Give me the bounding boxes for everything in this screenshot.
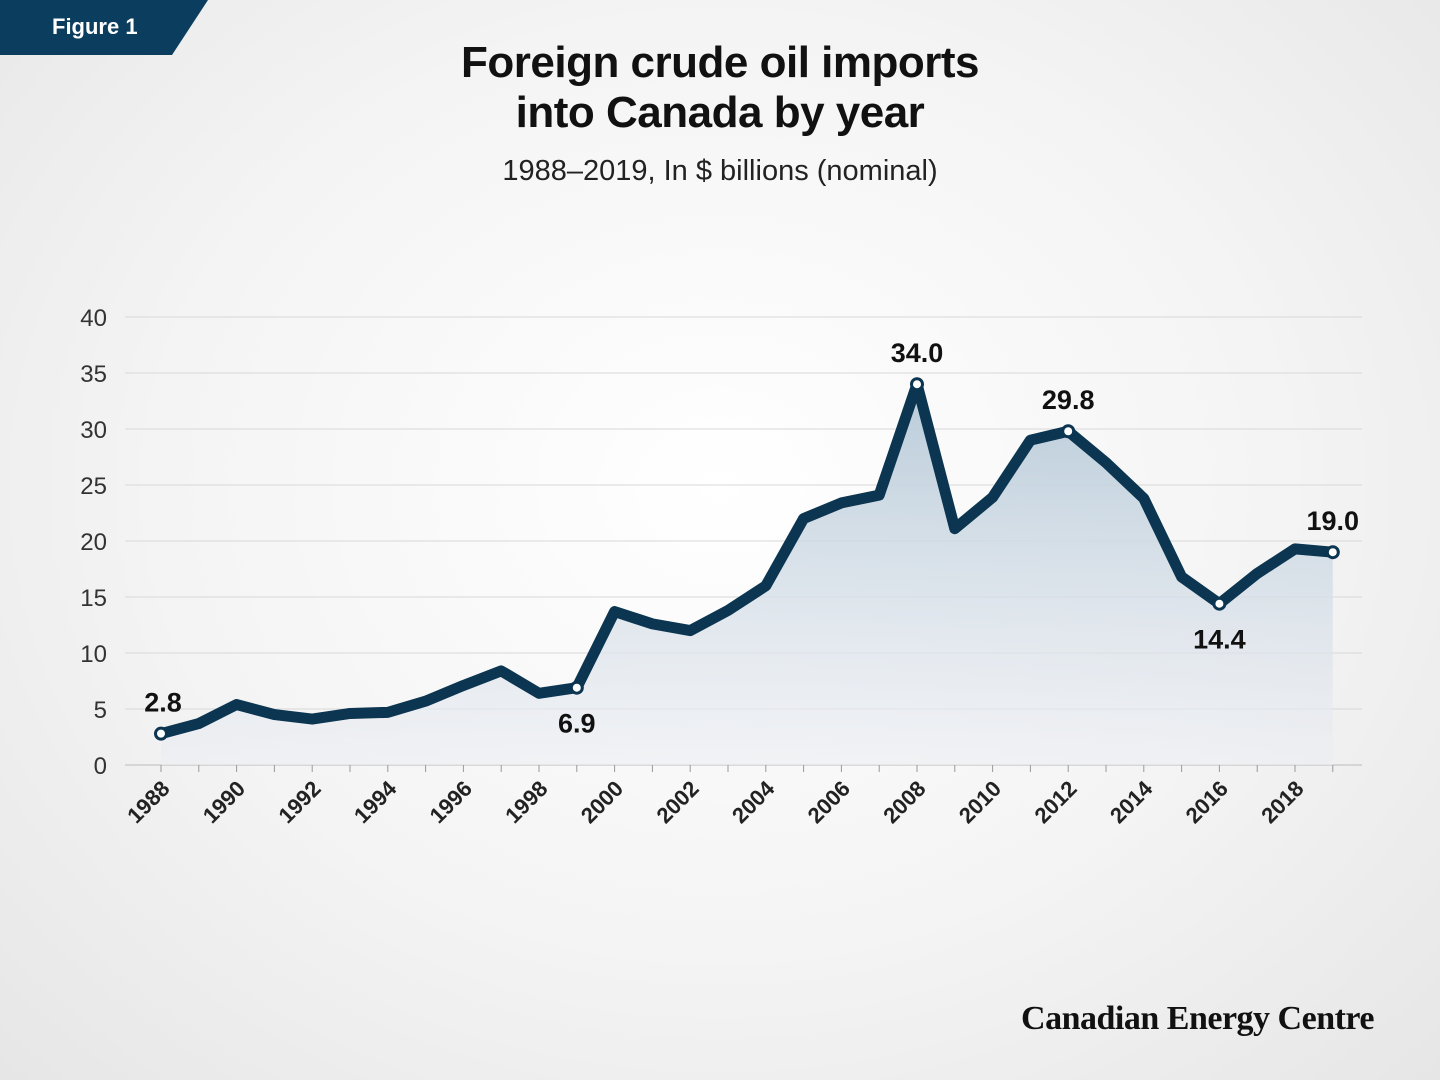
data-point-marker	[1325, 545, 1340, 560]
y-tick-label: 30	[80, 417, 107, 444]
data-label: 2.8	[144, 688, 182, 718]
chart-subtitle: 1988–2019, In $ billions (nominal)	[502, 155, 938, 187]
data-point-marker	[1061, 424, 1076, 439]
data-label: 6.9	[558, 709, 596, 739]
title-line-2: into Canada by year	[515, 88, 925, 137]
x-tick-label: 2012	[1029, 776, 1081, 828]
y-tick-label: 0	[94, 753, 107, 780]
x-tick-label: 2000	[576, 776, 628, 828]
data-point-marker	[910, 377, 924, 392]
data-label: 34.0	[891, 338, 944, 368]
title-line-1: Foreign crude oil imports	[461, 38, 980, 87]
area-fill	[161, 384, 1333, 765]
data-label: 19.0	[1307, 506, 1360, 536]
x-tick-label: 2008	[878, 776, 930, 828]
y-tick-label: 20	[80, 529, 107, 556]
x-tick-label: 2016	[1181, 776, 1233, 828]
data-label: 29.8	[1042, 385, 1095, 415]
x-tick-label: 2004	[727, 775, 780, 828]
figure-label: Figure 1	[52, 14, 138, 39]
x-tick-label: 2014	[1105, 775, 1158, 828]
data-label: 14.4	[1193, 625, 1246, 655]
data-point-marker	[1212, 596, 1227, 611]
y-tick-label: 5	[94, 697, 107, 724]
y-tick-label: 35	[80, 361, 107, 388]
y-tick-label: 25	[80, 473, 107, 500]
series-line	[155, 378, 1339, 740]
y-tick-label: 15	[80, 585, 107, 612]
x-tick-label: 1992	[273, 776, 325, 828]
data-point-marker	[569, 680, 584, 695]
data-point-marker	[154, 726, 168, 741]
brand-logo: Canadian Energy Centre	[1021, 1000, 1374, 1037]
figure-badge	[0, 0, 208, 55]
x-tick-label: 2010	[954, 776, 1006, 828]
y-tick-label: 10	[80, 641, 107, 668]
y-tick-label: 40	[80, 305, 107, 332]
chart-title: Foreign crude oil imports into Canada by …	[0, 38, 1440, 138]
x-tick-label: 2006	[803, 776, 855, 828]
x-tick-label: 1996	[425, 776, 477, 828]
x-tick-label: 1988	[122, 776, 174, 828]
x-tick-label: 1998	[500, 776, 552, 828]
x-tick-label: 1994	[349, 775, 402, 828]
x-tick-label: 1990	[198, 776, 250, 828]
x-tick-label: 2018	[1256, 776, 1308, 828]
x-tick-label: 2002	[651, 776, 703, 828]
